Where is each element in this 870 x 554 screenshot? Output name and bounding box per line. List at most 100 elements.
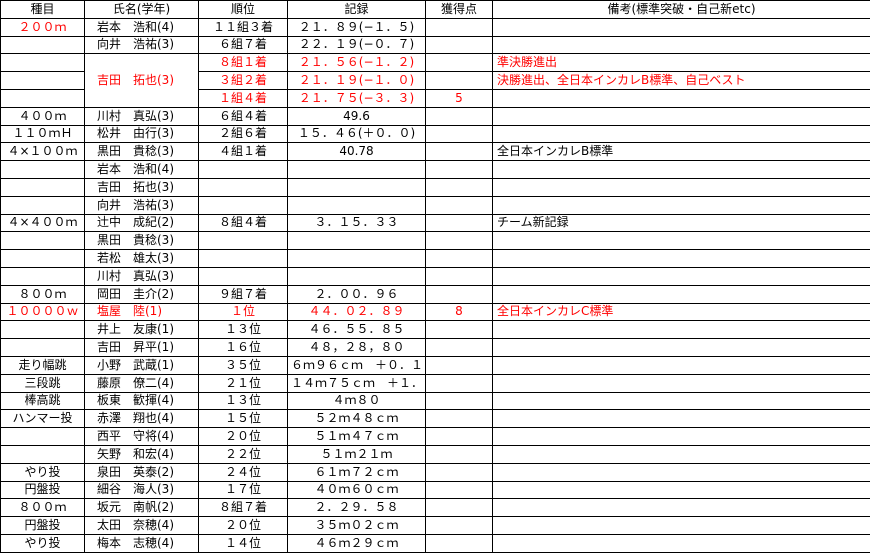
row: 西平 守将(4) ２０位 ５１ｍ４７ｃｍ xyxy=(0,427,870,446)
remarks-cell xyxy=(492,231,870,251)
name-cell: 川村 真弘(3) xyxy=(84,106,199,126)
row: １組４着 ２１．７５(−３．３) 5 xyxy=(0,88,870,108)
remarks-cell xyxy=(492,462,870,482)
record-cell: ４８，２８，８０ xyxy=(287,338,426,357)
remarks-cell xyxy=(492,373,870,393)
points-cell xyxy=(425,35,493,55)
header-cell: 氏名(学年) xyxy=(84,0,199,19)
remarks-cell xyxy=(492,177,870,197)
remarks-cell xyxy=(492,391,870,411)
record-cell: １４ｍ７５ｃｍ ＋１．３ xyxy=(287,373,426,393)
remarks-cell xyxy=(492,480,870,500)
name-cell: 向井 浩祐(3) xyxy=(84,35,199,55)
event-cell: やり投 xyxy=(0,533,85,553)
event-cell: ４００ｍ xyxy=(0,106,85,126)
row: 矢野 和宏(4) ２２位 ５１ｍ２１ｍ xyxy=(0,444,870,464)
name-cell: 赤澤 翔也(4) xyxy=(84,409,199,429)
name-cell: 黒田 貴稔(3) xyxy=(84,231,199,251)
rank-cell: ８組７着 xyxy=(198,498,288,518)
rank-cell: １１組３着 xyxy=(198,17,288,37)
record-cell: ２２．１９(−０．７) xyxy=(287,35,426,55)
rank-cell xyxy=(198,266,288,286)
points-cell xyxy=(425,516,493,535)
row: 吉田 拓也(3) xyxy=(0,177,870,197)
remarks-cell xyxy=(492,124,870,144)
remarks-cell xyxy=(492,320,870,340)
rank-cell: ４組１着 xyxy=(198,142,288,162)
points-cell xyxy=(425,427,493,446)
name-cell: 松井 由行(3) xyxy=(84,124,199,144)
points-cell xyxy=(425,409,493,429)
rank-cell: １７位 xyxy=(198,480,288,500)
event-cell: ４×１００ｍ xyxy=(0,142,85,162)
event-cell xyxy=(0,88,85,108)
rank-cell: ６組７着 xyxy=(198,35,288,55)
rank-cell: ３５位 xyxy=(198,355,288,375)
row: 吉田 昇平(1) １６位 ４８，２８，８０ xyxy=(0,338,870,357)
points-cell xyxy=(425,71,493,90)
remarks-cell: チーム新記録 xyxy=(492,213,870,233)
header-row: 種目 氏名(学年) 順位 記録 獲得点 備考(標準突破・自己新etc) xyxy=(0,0,870,19)
row: 走り幅跳 小野 武蔵(1) ３５位 ６ｍ９６ｃｍ ＋０．１ xyxy=(0,355,870,375)
name-cell: 井上 友康(1) xyxy=(84,320,199,340)
event-cell: １００００ｗ xyxy=(0,302,85,322)
event-cell xyxy=(0,320,85,340)
remarks-cell xyxy=(492,195,870,215)
points-cell xyxy=(425,480,493,500)
record-cell: ２．００．９６ xyxy=(287,284,426,304)
points-cell xyxy=(425,462,493,482)
row: ハンマー投 赤澤 翔也(4) １５位 ５２ｍ４８ｃｍ xyxy=(0,409,870,429)
record-cell: ４ｍ８０ xyxy=(287,391,426,411)
record-cell: ２１．１９(−１．０) xyxy=(287,71,426,90)
event-cell xyxy=(0,444,85,464)
event-cell: ８００ｍ xyxy=(0,498,85,518)
record-cell: ２１．７５(−３．３) xyxy=(287,88,426,108)
remarks-cell: 決勝進出、全日本インカレB標準、自己ベスト xyxy=(492,71,870,90)
name-cell: 板東 歓揮(4) xyxy=(84,391,199,411)
event-cell: 三段跳 xyxy=(0,373,85,393)
row: ４×１００ｍ 黒田 貴稔(3) ４組１着 40.78 全日本インカレB標準 xyxy=(0,142,870,162)
name-cell: 若松 雄太(3) xyxy=(84,249,199,268)
record-cell: １５．４６(＋０．０) xyxy=(287,124,426,144)
record-cell: ４４．０２．８９ xyxy=(287,302,426,322)
name-cell: 太田 奈穂(4) xyxy=(84,516,199,535)
record-cell xyxy=(287,160,426,179)
remarks-cell xyxy=(492,266,870,286)
rank-cell xyxy=(198,160,288,179)
row: 向井 浩祐(3) ６組７着 ２２．１９(−０．７) xyxy=(0,35,870,55)
header-cell: 種目 xyxy=(0,0,85,19)
points-cell xyxy=(425,498,493,518)
event-cell xyxy=(0,195,85,215)
row: ４×４００ｍ 辻中 成紀(2) ８組４着 ３．１５．３３ チーム新記録 xyxy=(0,213,870,233)
rank-cell: １３位 xyxy=(198,391,288,411)
remarks-cell: 準決勝進出 xyxy=(492,53,870,73)
remarks-cell xyxy=(492,516,870,535)
name-cell: 向井 浩祐(3) xyxy=(84,195,199,215)
rank-cell xyxy=(198,231,288,251)
name-cell: 泉田 英泰(2) xyxy=(84,462,199,482)
rank-cell: １位 xyxy=(198,302,288,322)
record-cell: ６ｍ９６ｃｍ ＋０．１ xyxy=(287,355,426,375)
row: 岩本 浩和(4) xyxy=(0,160,870,179)
rank-cell: ２２位 xyxy=(198,444,288,464)
event-cell xyxy=(0,231,85,251)
rank-cell: ２０位 xyxy=(198,427,288,446)
event-cell: ２００ｍ xyxy=(0,17,85,37)
record-cell: ５１ｍ２１ｍ xyxy=(287,444,426,464)
record-cell: ３５ｍ０２ｃｍ xyxy=(287,516,426,535)
rank-cell: １組４着 xyxy=(198,88,288,108)
name-cell: 吉田 拓也(3) xyxy=(84,53,199,108)
remarks-cell xyxy=(492,88,870,108)
name-cell: 川村 真弘(3) xyxy=(84,266,199,286)
points-cell xyxy=(425,338,493,357)
event-cell xyxy=(0,338,85,357)
remarks-cell xyxy=(492,35,870,55)
row: ８００ｍ 坂元 南帆(2) ８組７着 ２．２９．５８ xyxy=(0,498,870,518)
row: 若松 雄太(3) xyxy=(0,249,870,268)
remarks-cell: 全日本インカレB標準 xyxy=(492,142,870,162)
remarks-cell xyxy=(492,444,870,464)
name-cell: 辻中 成紀(2) xyxy=(84,213,199,233)
rank-cell: １５位 xyxy=(198,409,288,429)
name-cell: 吉田 拓也(3) xyxy=(84,177,199,197)
rank-cell: ６組４着 xyxy=(198,106,288,126)
